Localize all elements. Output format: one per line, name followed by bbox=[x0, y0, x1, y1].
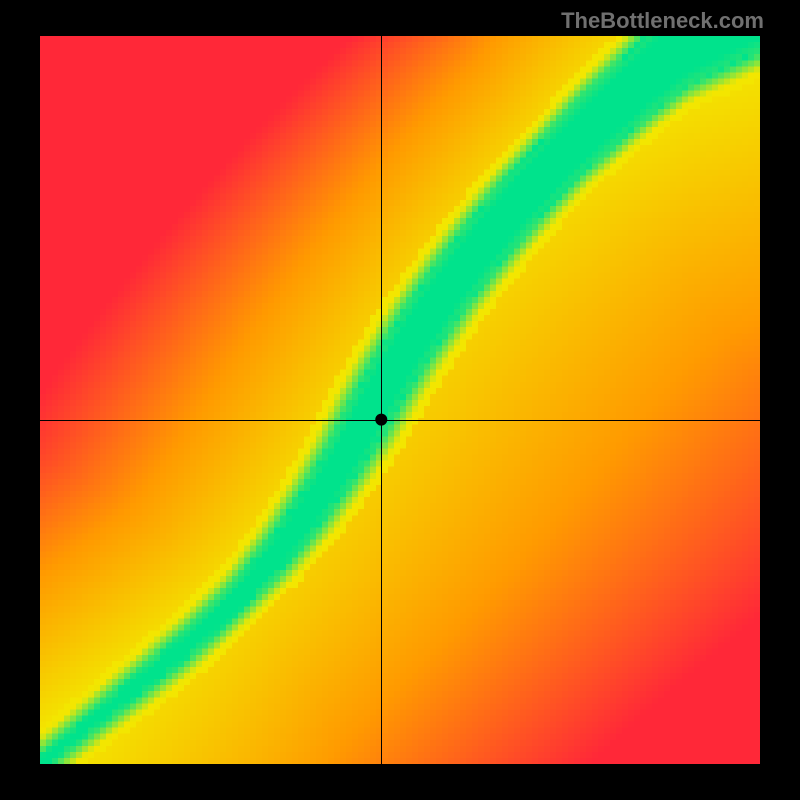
crosshair-vertical bbox=[381, 36, 382, 764]
chart-container: TheBottleneck.com bbox=[0, 0, 800, 800]
bottleneck-heatmap bbox=[40, 36, 760, 764]
crosshair-horizontal bbox=[40, 420, 760, 421]
watermark: TheBottleneck.com bbox=[561, 8, 764, 34]
